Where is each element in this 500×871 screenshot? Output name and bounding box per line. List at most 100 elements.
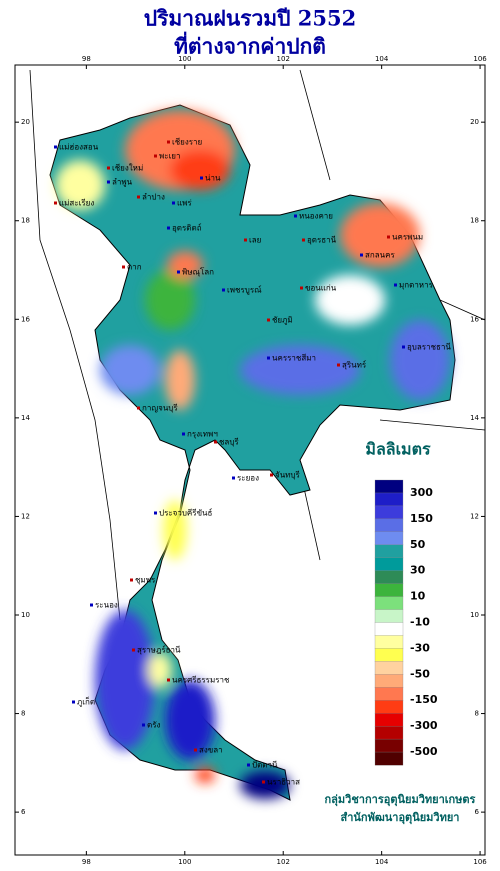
x-tick-label: 106 xyxy=(473,858,487,866)
place-label: อุตรดิตถ์ xyxy=(172,223,202,233)
place-dot xyxy=(244,238,247,242)
place-dot xyxy=(302,238,305,242)
legend-label: -500 xyxy=(410,745,438,758)
legend-swatch xyxy=(374,570,404,585)
place-dot xyxy=(132,648,135,652)
place-label: จันทบุรี xyxy=(275,471,301,480)
map-body xyxy=(15,65,485,855)
legend-swatch xyxy=(374,557,404,572)
place-dot xyxy=(107,180,110,184)
place-dot xyxy=(402,345,405,349)
legend-swatch xyxy=(374,648,404,662)
y-tick-label: 10 xyxy=(21,611,30,619)
place-label: ภูเก็ต xyxy=(77,697,95,708)
place-label: กาญจนบุรี xyxy=(142,404,178,413)
place-dot xyxy=(300,286,303,290)
place-label: ตาก xyxy=(127,263,142,272)
place-dot xyxy=(167,226,170,230)
legend-label: 10 xyxy=(410,590,426,603)
place-label: ตรัง xyxy=(147,721,160,730)
x-tick-label: 98 xyxy=(82,55,91,63)
y-tick-label: 12 xyxy=(470,512,479,520)
place-label: สุรินทร์ xyxy=(342,360,367,370)
y-tick-label: 16 xyxy=(470,315,479,323)
legend-swatch xyxy=(374,609,404,623)
place-label: นครศรีธรรมราช xyxy=(172,676,230,685)
y-tick-label: 14 xyxy=(470,414,479,422)
legend-swatch xyxy=(374,725,404,740)
place-label: สุราษฎร์ธานี xyxy=(137,645,181,655)
place-dot xyxy=(294,214,297,218)
legend-swatch xyxy=(374,596,404,610)
place-label: พะเยา xyxy=(159,152,180,161)
y-tick-label: 16 xyxy=(21,315,30,323)
place-label: เพชรบูรณ์ xyxy=(227,285,262,296)
place-label: ชัยภูมิ xyxy=(272,316,293,326)
place-dot xyxy=(262,780,265,784)
y-tick-label: 10 xyxy=(470,611,479,619)
place-label: ระนอง xyxy=(95,601,118,610)
y-tick-label: 20 xyxy=(21,118,30,126)
legend-swatch xyxy=(374,622,404,636)
x-tick-label: 102 xyxy=(277,858,290,866)
legend-swatch xyxy=(374,687,404,701)
y-tick-label: 20 xyxy=(470,118,479,126)
place-dot xyxy=(72,700,75,704)
y-tick-label: 6 xyxy=(21,808,26,816)
place-dot xyxy=(167,140,170,144)
y-tick-label: 8 xyxy=(475,710,479,718)
legend-label: -150 xyxy=(410,693,438,706)
legend-label: -30 xyxy=(410,641,430,654)
legend-label: 30 xyxy=(410,564,426,577)
x-tick-label: 104 xyxy=(375,55,389,63)
place-label: ปัตตานี xyxy=(252,761,278,770)
legend-swatch xyxy=(374,635,404,649)
place-label: แม่ฮ่องสอน xyxy=(59,143,99,152)
legend-swatch xyxy=(374,505,404,520)
place-dot xyxy=(222,288,225,292)
title-line: ปริมาณฝนรวมปี 2552 xyxy=(144,6,356,31)
y-tick-label: 6 xyxy=(475,808,480,816)
legend-label: -300 xyxy=(410,719,438,732)
place-dot xyxy=(154,154,157,158)
place-dot xyxy=(154,511,157,515)
x-tick-label: 100 xyxy=(178,55,191,63)
legend-swatch xyxy=(374,751,404,766)
place-label: อุดรธานี xyxy=(307,236,337,245)
legend-swatch xyxy=(374,674,404,688)
title-line: ที่ต่างจากค่าปกติ xyxy=(174,31,326,59)
legend-swatch xyxy=(374,661,404,675)
place-label: อุบลราชธานี xyxy=(407,343,451,352)
place-label: นครพนม xyxy=(392,233,423,242)
place-label: พิษณุโลก xyxy=(182,267,214,277)
legend-swatch xyxy=(374,492,404,507)
legend-swatch xyxy=(374,518,404,533)
place-dot xyxy=(214,440,217,444)
place-label: น่าน xyxy=(205,174,221,183)
x-tick-label: 106 xyxy=(473,55,487,63)
place-dot xyxy=(360,253,363,257)
place-label: กรุงเทพฯ xyxy=(187,430,218,439)
y-tick-label: 8 xyxy=(21,710,25,718)
place-dot xyxy=(394,283,397,287)
place-dot xyxy=(90,603,93,607)
place-label: มุกดาหาร xyxy=(399,281,434,290)
place-dot xyxy=(177,270,180,274)
place-label: เลย xyxy=(249,236,261,245)
place-dot xyxy=(172,201,175,205)
place-dot xyxy=(194,748,197,752)
legend-label: -50 xyxy=(410,667,430,680)
x-tick-label: 104 xyxy=(375,858,389,866)
place-label: ชุมพร xyxy=(135,576,156,585)
place-label: ระยอง xyxy=(237,474,259,483)
place-dot xyxy=(267,356,270,360)
place-label: หนองคาย xyxy=(299,212,333,221)
place-dot xyxy=(270,473,273,477)
place-dot xyxy=(337,363,340,367)
place-label: นราธิวาส xyxy=(267,778,300,787)
place-dot xyxy=(267,318,270,322)
place-dot xyxy=(232,476,235,480)
place-label: ขอนแก่น xyxy=(305,284,337,293)
credit: กลุ่มวิชาการอุตุนิยมวิทยาเกษตร xyxy=(325,793,476,807)
